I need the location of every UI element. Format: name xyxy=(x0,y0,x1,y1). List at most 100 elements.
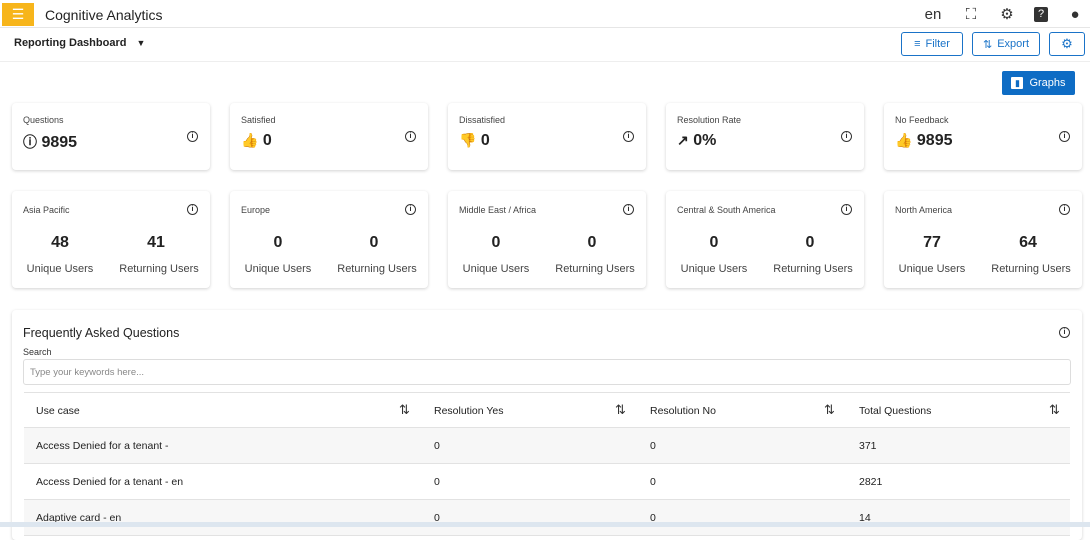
table-cell: 0 xyxy=(650,512,656,524)
graphs-button[interactable]: ▮ Graphs xyxy=(1002,71,1075,95)
stat-card-questions: Questions ⓘ 9895 i xyxy=(12,103,210,170)
stat-value: 0% xyxy=(693,132,717,149)
table-cell: 0 xyxy=(650,476,656,488)
info-icon[interactable]: i xyxy=(1059,131,1070,142)
search-label: Search xyxy=(23,347,52,357)
table-row[interactable]: Access Denied for a tenant - en 0 0 2821 xyxy=(24,464,1070,500)
unique-users-label: Unique Users xyxy=(680,263,748,275)
unique-users-count: 0 xyxy=(273,234,283,251)
bar-chart-icon: ▮ xyxy=(1011,77,1024,89)
hamburger-menu-button[interactable]: ☰ xyxy=(2,3,34,26)
thumbs-mixed-icon: 👍 xyxy=(895,132,913,148)
region-name: Europe xyxy=(241,205,271,215)
sort-arrows-icon: ⇅ xyxy=(982,38,993,51)
question-circle-icon: ⓘ xyxy=(23,134,37,150)
account-icon[interactable]: ● xyxy=(1070,5,1080,23)
region-name: North America xyxy=(895,205,953,215)
sort-icon[interactable]: ⇅ xyxy=(824,402,835,417)
table-cell: 0 xyxy=(650,440,656,452)
region-name: Central & South America xyxy=(677,205,776,215)
stat-card-no-feedback: No Feedback 👍 9895 i xyxy=(884,103,1082,170)
table-cell: Access Denied for a tenant - xyxy=(36,440,169,452)
help-icon[interactable]: ? xyxy=(1034,6,1048,22)
info-icon[interactable]: i xyxy=(405,131,416,142)
info-icon[interactable]: i xyxy=(1059,327,1070,338)
graphs-label: Graphs xyxy=(1029,77,1066,89)
column-header-resolution-yes[interactable]: Resolution Yes xyxy=(434,405,504,417)
returning-users-label: Returning Users xyxy=(773,263,853,275)
region-card: Asia Pacific i 48 Unique Users 41 Return… xyxy=(12,191,210,288)
unique-users-count: 0 xyxy=(491,234,501,251)
info-icon[interactable]: i xyxy=(187,131,198,142)
returning-users-label: Returning Users xyxy=(991,263,1071,275)
table-cell: 0 xyxy=(434,476,440,488)
table-cell: 14 xyxy=(859,512,871,524)
filter-button[interactable]: ≡ Filter xyxy=(901,32,963,56)
sort-icon[interactable]: ⇅ xyxy=(615,402,626,417)
fullscreen-icon[interactable]: ⛶ xyxy=(965,5,977,23)
chevron-down-icon[interactable]: ▼ xyxy=(136,38,146,48)
dashboard-selector[interactable]: Reporting Dashboard xyxy=(14,37,127,49)
region-card: Europe i 0 Unique Users 0 Returning User… xyxy=(230,191,428,288)
menu-icon: ☰ xyxy=(11,6,25,22)
table-row[interactable]: Access Denied for a tenant - 0 0 371 xyxy=(24,428,1070,464)
returning-users-count: 0 xyxy=(369,234,379,251)
stat-card-resolution-rate: Resolution Rate ↗ 0% i xyxy=(666,103,864,170)
stat-value: 9895 xyxy=(41,134,78,151)
info-icon[interactable]: i xyxy=(623,131,634,142)
column-header-resolution-no[interactable]: Resolution No xyxy=(650,405,716,417)
table-cell: 0 xyxy=(434,512,440,524)
column-header-total-questions[interactable]: Total Questions xyxy=(859,405,932,417)
returning-users-count: 64 xyxy=(1019,234,1037,251)
unique-users-count: 77 xyxy=(923,234,941,251)
export-button[interactable]: ⇅ Export xyxy=(972,32,1040,56)
unique-users-label: Unique Users xyxy=(244,263,312,275)
filter-icon: ≡ xyxy=(914,38,921,50)
info-icon[interactable]: i xyxy=(187,204,198,215)
thumbs-down-icon: 👎 xyxy=(459,132,477,148)
unique-users-count: 0 xyxy=(709,234,719,251)
top-bar: ☰ Cognitive Analytics en ⛶ ⚙ ? ● xyxy=(0,0,1090,28)
faq-title: Frequently Asked Questions xyxy=(23,326,180,340)
info-icon[interactable]: i xyxy=(841,204,852,215)
stat-label: Questions xyxy=(23,115,64,125)
sort-icon[interactable]: ⇅ xyxy=(399,402,410,417)
table-header: Use case ⇅ Resolution Yes ⇅ Resolution N… xyxy=(24,392,1070,428)
horizontal-scrollbar[interactable] xyxy=(0,522,1090,527)
info-icon[interactable]: i xyxy=(405,204,416,215)
unique-users-label: Unique Users xyxy=(898,263,966,275)
stat-value: 0 xyxy=(480,132,490,149)
thumbs-up-icon: 👍 xyxy=(241,132,259,148)
settings-gear-icon[interactable]: ⚙ xyxy=(1000,6,1014,23)
gear-icon: ⚙ xyxy=(1061,36,1073,51)
region-card: Middle East / Africa i 0 Unique Users 0 … xyxy=(448,191,646,288)
returning-users-count: 0 xyxy=(587,234,597,251)
dashboard-selector-wrap[interactable]: Reporting Dashboard ▼ xyxy=(14,37,145,49)
table-cell: 371 xyxy=(859,440,877,452)
export-label: Export xyxy=(997,38,1029,50)
returning-users-label: Returning Users xyxy=(555,263,635,275)
table-cell: Access Denied for a tenant - en xyxy=(36,476,184,488)
stat-label: No Feedback xyxy=(895,115,949,125)
unique-users-label: Unique Users xyxy=(26,263,94,275)
info-icon[interactable]: i xyxy=(623,204,634,215)
stat-label: Dissatisfied xyxy=(459,115,506,125)
stat-card-satisfied: Satisfied 👍 0 i xyxy=(230,103,428,170)
faq-panel: Frequently Asked Questions i Search Use … xyxy=(12,310,1082,540)
search-input[interactable] xyxy=(23,359,1071,385)
sub-toolbar: Reporting Dashboard ▼ ≡ Filter ⇅ Export ⚙ xyxy=(0,28,1090,62)
info-icon[interactable]: i xyxy=(841,131,852,142)
table-cell: 2821 xyxy=(859,476,883,488)
unique-users-label: Unique Users xyxy=(462,263,530,275)
table-row[interactable]: Adaptive card - en 0 0 14 xyxy=(24,500,1070,536)
unique-users-count: 48 xyxy=(51,234,69,251)
region-name: Asia Pacific xyxy=(23,205,70,215)
settings-button[interactable]: ⚙ xyxy=(1049,32,1085,56)
region-card: North America i 77 Unique Users 64 Retur… xyxy=(884,191,1082,288)
returning-users-label: Returning Users xyxy=(119,263,199,275)
returning-users-label: Returning Users xyxy=(337,263,417,275)
info-icon[interactable]: i xyxy=(1059,204,1070,215)
column-header-use-case[interactable]: Use case xyxy=(36,405,80,417)
sort-icon[interactable]: ⇅ xyxy=(1049,402,1060,417)
language-selector[interactable]: en xyxy=(924,5,942,23)
